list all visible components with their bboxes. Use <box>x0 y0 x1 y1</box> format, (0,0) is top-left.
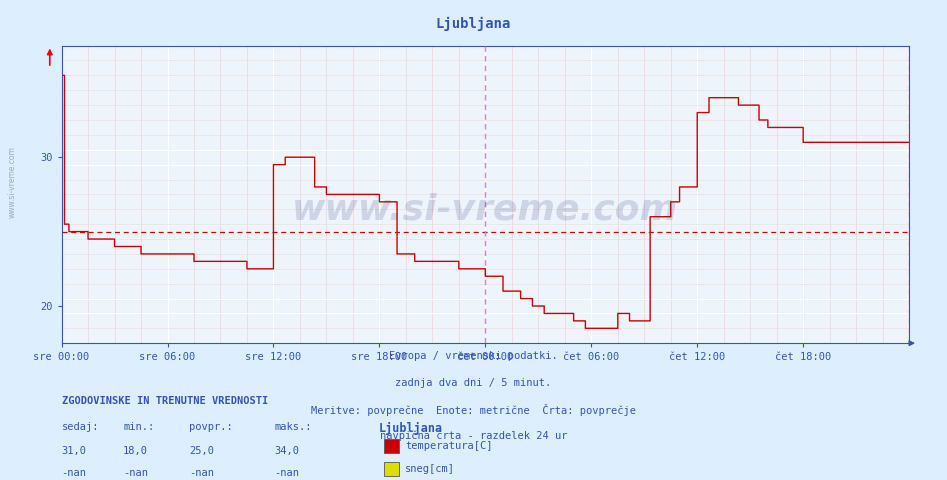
Text: zadnja dva dni / 5 minut.: zadnja dva dni / 5 minut. <box>396 378 551 388</box>
Text: www.si-vreme.com: www.si-vreme.com <box>293 192 678 226</box>
Text: ZGODOVINSKE IN TRENUTNE VREDNOSTI: ZGODOVINSKE IN TRENUTNE VREDNOSTI <box>62 396 268 406</box>
Text: -nan: -nan <box>123 468 148 478</box>
Text: Ljubljana: Ljubljana <box>379 422 443 435</box>
Text: min.:: min.: <box>123 422 154 432</box>
Text: -nan: -nan <box>62 468 86 478</box>
Text: 31,0: 31,0 <box>62 446 86 456</box>
Text: -nan: -nan <box>189 468 214 478</box>
Text: navpična črta - razdelek 24 ur: navpična črta - razdelek 24 ur <box>380 431 567 441</box>
Text: sedaj:: sedaj: <box>62 422 99 432</box>
Text: Evropa / vremenski podatki.: Evropa / vremenski podatki. <box>389 351 558 361</box>
Text: -nan: -nan <box>275 468 299 478</box>
Text: Meritve: povprečne  Enote: metrične  Črta: povprečje: Meritve: povprečne Enote: metrične Črta:… <box>311 404 636 416</box>
Text: 18,0: 18,0 <box>123 446 148 456</box>
Text: 34,0: 34,0 <box>275 446 299 456</box>
Text: sneg[cm]: sneg[cm] <box>405 464 456 474</box>
Text: Ljubljana: Ljubljana <box>436 17 511 31</box>
Text: maks.:: maks.: <box>275 422 313 432</box>
Text: 25,0: 25,0 <box>189 446 214 456</box>
Text: temperatura[C]: temperatura[C] <box>405 441 492 451</box>
Text: www.si-vreme.com: www.si-vreme.com <box>8 146 17 218</box>
Text: povpr.:: povpr.: <box>189 422 233 432</box>
